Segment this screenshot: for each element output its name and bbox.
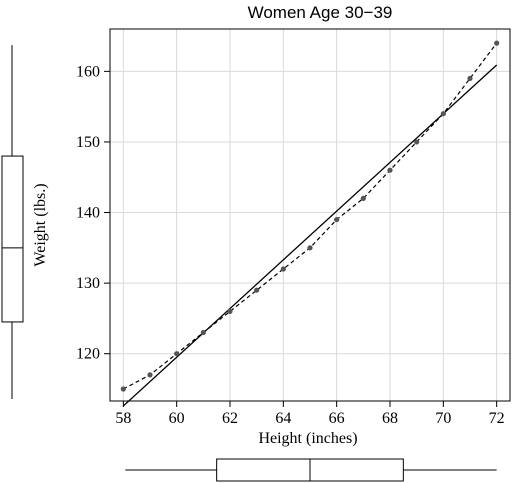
- y-axis-label: Weight (lbs.): [32, 183, 49, 266]
- data-point: [440, 111, 446, 117]
- x-axis-ticks: 58 60 62 64 66 68 70 72: [115, 401, 505, 427]
- x-marginal-boxplot: [125, 458, 497, 482]
- data-point: [174, 351, 180, 357]
- data-point: [280, 266, 286, 272]
- data-point: [494, 40, 500, 46]
- x-tick-label: 62: [222, 410, 238, 427]
- data-point: [147, 372, 153, 378]
- y-marginal-boxplot: [1, 45, 24, 399]
- y-tick-label: 160: [76, 63, 100, 80]
- y-tick-label: 140: [76, 205, 100, 222]
- data-point: [254, 287, 260, 293]
- data-point: [414, 139, 420, 145]
- x-tick-label: 66: [329, 410, 345, 427]
- x-axis-label: Height (inches): [258, 430, 357, 447]
- x-tick-label: 60: [169, 410, 185, 427]
- regression-line: [122, 64, 498, 407]
- x-tick-label: 72: [489, 410, 505, 427]
- y-tick-label: 120: [76, 346, 100, 363]
- chart-title: Women Age 30−39: [248, 3, 393, 22]
- data-point: [387, 167, 393, 173]
- data-points: [120, 40, 500, 392]
- grid: [110, 29, 510, 401]
- fit-lines: [122, 42, 498, 407]
- data-point: [467, 75, 473, 82]
- y-tick-label: 150: [76, 134, 100, 151]
- y-axis-ticks: 120 130 140 150 160: [76, 63, 110, 363]
- data-point: [334, 216, 340, 223]
- data-point: [307, 245, 313, 251]
- y-box: [1, 155, 24, 323]
- plot-frame: [109, 28, 511, 402]
- x-tick-label: 58: [115, 410, 131, 427]
- data-point: [200, 329, 206, 336]
- x-tick-label: 64: [275, 410, 291, 427]
- data-point: [227, 308, 233, 314]
- y-tick-label: 130: [76, 275, 100, 292]
- data-point: [120, 386, 126, 392]
- x-tick-label: 68: [382, 410, 398, 427]
- data-point: [360, 195, 366, 202]
- x-tick-label: 70: [435, 410, 451, 427]
- smooth-curve: [123, 42, 498, 390]
